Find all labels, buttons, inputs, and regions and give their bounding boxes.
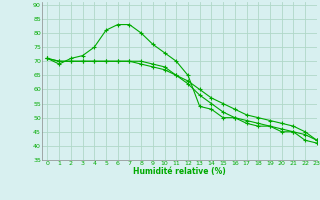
X-axis label: Humidité relative (%): Humidité relative (%) <box>133 167 226 176</box>
